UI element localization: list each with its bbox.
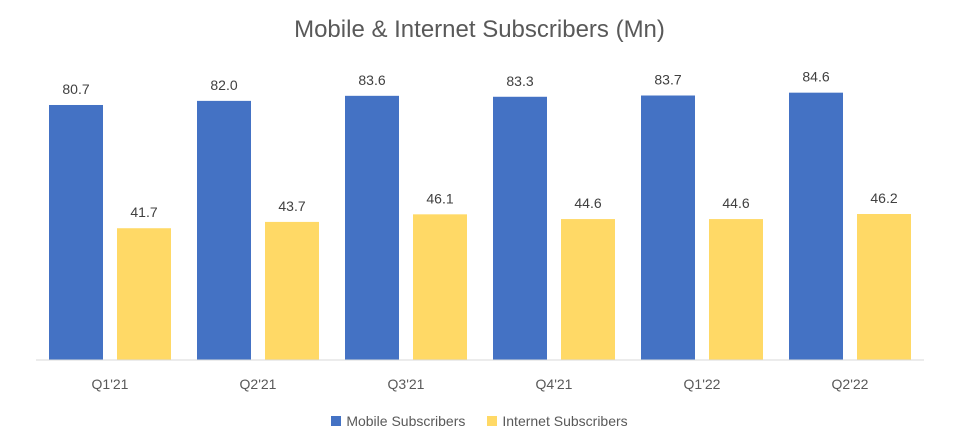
bars-group [49,92,911,361]
bar-internet-4[interactable] [709,219,763,360]
bar-mobile-3[interactable] [493,96,547,360]
data-label-mobile-3: 83.3 [506,73,533,89]
bar-internet-5[interactable] [857,214,911,360]
labels-group: 80.7 41.7 Q1'21 82.0 43.7 Q2'21 83.6 46.1 Q3'21 8… [62,69,897,392]
x-tick-label-2: Q3'21 [388,376,425,392]
x-tick-label-4: Q1'22 [684,376,721,392]
bar-mobile-1[interactable] [197,100,251,360]
data-label-internet-4: 44.6 [722,195,749,211]
data-label-mobile-4: 83.7 [654,72,681,88]
legend-swatch-mobile [331,416,342,426]
bar-mobile-4[interactable] [641,95,695,361]
bar-internet-1[interactable] [265,221,319,360]
x-tick-label-0: Q1'21 [92,376,129,392]
data-label-internet-2: 46.1 [426,190,453,206]
data-label-internet-1: 43.7 [278,198,305,214]
legend: Mobile Subscribers Internet Subscribers [0,413,959,429]
data-label-mobile-5: 84.6 [802,69,829,85]
data-label-internet-0: 41.7 [130,204,157,220]
bar-mobile-0[interactable] [49,104,103,360]
legend-label-internet: Internet Subscribers [502,413,628,429]
legend-item-mobile[interactable]: Mobile Subscribers [331,413,465,429]
data-label-mobile-1: 82.0 [210,77,237,93]
x-tick-label-3: Q4'21 [536,376,573,392]
legend-label-mobile: Mobile Subscribers [346,413,466,429]
bar-internet-3[interactable] [561,219,615,360]
x-tick-label-5: Q2'22 [832,376,869,392]
legend-item-internet[interactable]: Internet Subscribers [487,413,628,429]
data-label-internet-3: 44.6 [574,195,601,211]
bar-mobile-5[interactable] [789,92,843,360]
bar-mobile-2[interactable] [345,95,399,360]
data-label-mobile-2: 83.6 [358,72,385,88]
data-label-mobile-0: 80.7 [62,81,89,97]
bar-internet-0[interactable] [117,228,171,360]
data-label-internet-5: 46.2 [870,190,897,206]
legend-swatch-internet [487,416,498,426]
chart-title: Mobile & Internet Subscribers (Mn) [294,16,665,43]
bar-internet-2[interactable] [413,214,467,360]
x-tick-label-1: Q2'21 [240,376,277,392]
